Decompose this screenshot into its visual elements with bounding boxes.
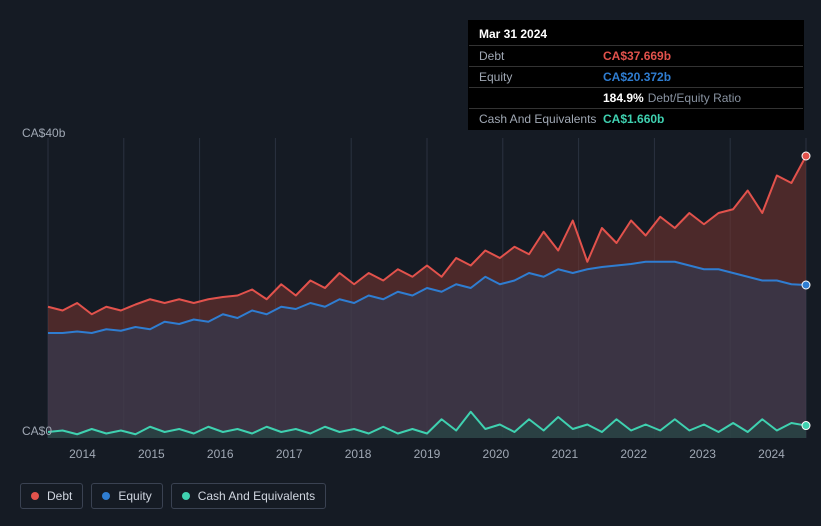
xaxis-year-label: 2019: [393, 447, 462, 461]
tooltip-label-debt: Debt: [479, 49, 603, 63]
xaxis-labels: 2014201520162017201820192020202120222023…: [48, 447, 806, 461]
tooltip-ratio-label: Debt/Equity Ratio: [648, 91, 741, 105]
tooltip-row-ratio: 184.9% Debt/Equity Ratio: [469, 87, 803, 108]
tooltip-value-cash: CA$1.660b: [603, 112, 664, 126]
tooltip-label-cash: Cash And Equivalents: [479, 112, 603, 126]
tooltip-value-equity: CA$20.372b: [603, 70, 671, 84]
legend-item-debt[interactable]: Debt: [20, 483, 83, 509]
yaxis-bottom-label: CA$0: [22, 424, 52, 438]
legend-item-label: Debt: [47, 489, 72, 503]
yaxis-top-label: CA$40b: [22, 126, 65, 140]
legend-item-label: Cash And Equivalents: [198, 489, 315, 503]
legend-dot-icon: [31, 492, 39, 500]
xaxis-year-label: 2018: [324, 447, 393, 461]
xaxis-year-label: 2017: [255, 447, 324, 461]
xaxis-year-label: 2022: [599, 447, 668, 461]
chart-tooltip: Mar 31 2024 Debt CA$37.669b Equity CA$20…: [468, 20, 804, 130]
legend-dot-icon: [102, 492, 110, 500]
tooltip-label-equity: Equity: [479, 70, 603, 84]
xaxis-year-label: 2016: [186, 447, 255, 461]
xaxis-year-label: 2023: [668, 447, 737, 461]
tooltip-row-cash: Cash And Equivalents CA$1.660b: [469, 108, 803, 129]
tooltip-row-debt: Debt CA$37.669b: [469, 45, 803, 66]
chart-legend: Debt Equity Cash And Equivalents: [20, 483, 326, 509]
legend-item-equity[interactable]: Equity: [91, 483, 162, 509]
legend-item-label: Equity: [118, 489, 151, 503]
tooltip-value-debt: CA$37.669b: [603, 49, 671, 63]
legend-item-cash-and-equivalents[interactable]: Cash And Equivalents: [171, 483, 326, 509]
tooltip-row-equity: Equity CA$20.372b: [469, 66, 803, 87]
xaxis-year-label: 2024: [737, 447, 806, 461]
xaxis-year-label: 2020: [461, 447, 530, 461]
xaxis-year-label: 2021: [530, 447, 599, 461]
tooltip-date: Mar 31 2024: [469, 21, 803, 45]
xaxis-year-label: 2015: [117, 447, 186, 461]
tooltip-ratio-value: 184.9%: [603, 91, 644, 105]
legend-dot-icon: [182, 492, 190, 500]
xaxis-year-label: 2014: [48, 447, 117, 461]
